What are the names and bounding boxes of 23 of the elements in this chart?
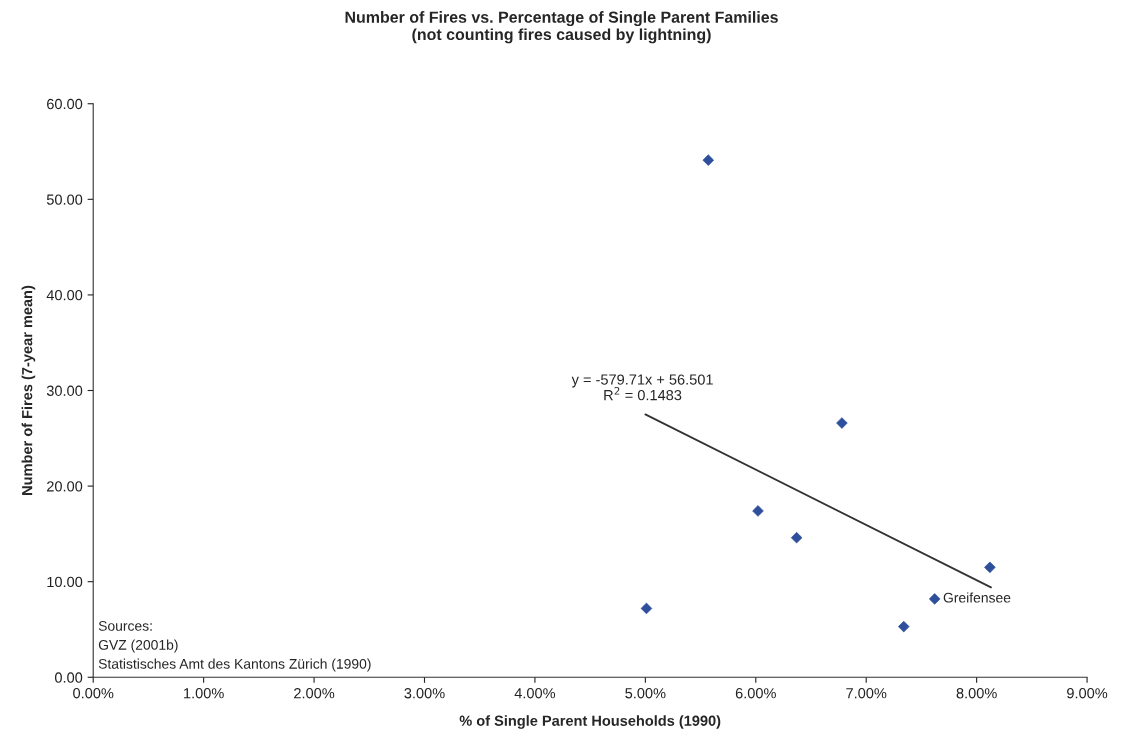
x-axis-title: % of Single Parent Households (1990) xyxy=(459,715,721,729)
x-tick-label: 7.00% xyxy=(846,688,887,699)
annotation: Sources: GVZ (2001b) Statistisches Amt des Kantons Zürich (1990) xyxy=(98,620,371,672)
x-tick-label: 6.00% xyxy=(735,688,776,699)
x-tick-label: 4.00% xyxy=(514,688,556,699)
y-tick-label: 30.00 xyxy=(46,385,83,396)
x-tick-label: 9.00% xyxy=(1067,688,1108,699)
chart-title: Number of Fires vs. Percentage of Single Parent Families (not counting fires caused by lightning) xyxy=(345,11,778,44)
annotation: Greifensee xyxy=(943,592,1011,603)
y-tick-label: 50.00 xyxy=(46,194,83,205)
x-tick-label: 2.00% xyxy=(294,688,335,699)
y-axis-title: Number of Fires (7-year mean) xyxy=(21,285,36,495)
y-tick-label: 40.00 xyxy=(46,290,83,301)
y-tick-label: 60.00 xyxy=(47,98,83,110)
x-tick-label: 3.00% xyxy=(404,688,445,699)
x-tick-label: 1.00% xyxy=(184,688,224,699)
y-tick-label: 20.00 xyxy=(47,481,83,492)
x-tick-label: 0.00% xyxy=(73,688,114,699)
annotation: y = -579.71x + 56.501 R$^{2}$ = 0.1483 xyxy=(571,374,713,401)
x-tick-label: 5.00% xyxy=(625,688,666,699)
y-tick-label: 10.00 xyxy=(47,576,83,588)
y-tick-label: 0.00 xyxy=(54,672,83,683)
x-tick-label: 8.00% xyxy=(956,688,997,699)
